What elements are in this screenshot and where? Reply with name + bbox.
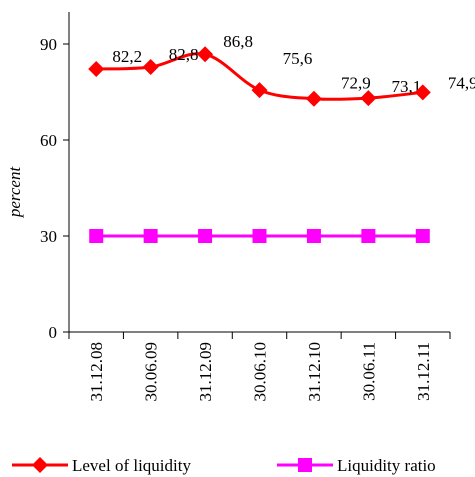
data-point [360,90,377,107]
data-point [251,82,268,99]
legend-item: Liquidity ratio [277,456,436,475]
data-label: 82,2 [112,47,142,66]
legend-label: Liquidity ratio [337,456,436,475]
axes [68,12,450,333]
legend-item: Level of liquidity [12,456,191,475]
y-axis-label: percent [5,166,24,219]
x-ticks: 31.12.08 30.06.09 31.12.09 30.06.10 31.12.10… [68,332,451,402]
data-point [143,229,158,243]
y-tick-label: 60 [40,131,57,150]
legend-label: Level of liquidity [72,456,191,475]
legend: Level of liquidity Liquidity ratio [12,456,436,475]
data-label: 82,8 [169,45,199,64]
data-point [88,60,105,77]
data-point [142,59,159,76]
x-tick-label: 30.06.10 [251,342,270,402]
y-tick-label: 90 [40,35,57,54]
series: 82,2 82,8 86,8 75,6 72,9 73,1 74,9 [88,32,475,243]
x-tick-label: 31.12.09 [196,342,215,402]
data-label: 72,9 [341,74,371,93]
x-tick-label: 30.06.11 [359,342,378,401]
data-point [89,229,104,243]
legend-marker [298,458,312,472]
data-point [305,90,322,107]
data-point [197,46,214,63]
legend-marker [32,457,48,473]
data-point [415,229,430,243]
x-tick-label: 30.06.09 [142,342,161,402]
data-label: 86,8 [223,32,253,51]
data-point [361,229,376,243]
y-tick-label: 0 [49,323,58,342]
x-tick-label: 31.12.10 [305,342,324,402]
series-level-of-liquidity: 82,2 82,8 86,8 75,6 72,9 73,1 74,9 [88,32,475,107]
y-ticks: 0 30 60 90 [40,35,69,342]
data-point [252,229,267,243]
data-point [414,84,431,101]
x-tick-label: 31.12.11 [414,342,433,401]
data-label: 73,1 [391,77,421,96]
data-point [198,229,213,243]
data-label: 74,9 [448,73,475,92]
y-tick-label: 30 [40,227,57,246]
data-label: 75,6 [283,49,313,68]
data-point [306,229,321,243]
x-tick-label: 31.12.08 [87,342,106,402]
series-liquidity-ratio [89,229,430,243]
